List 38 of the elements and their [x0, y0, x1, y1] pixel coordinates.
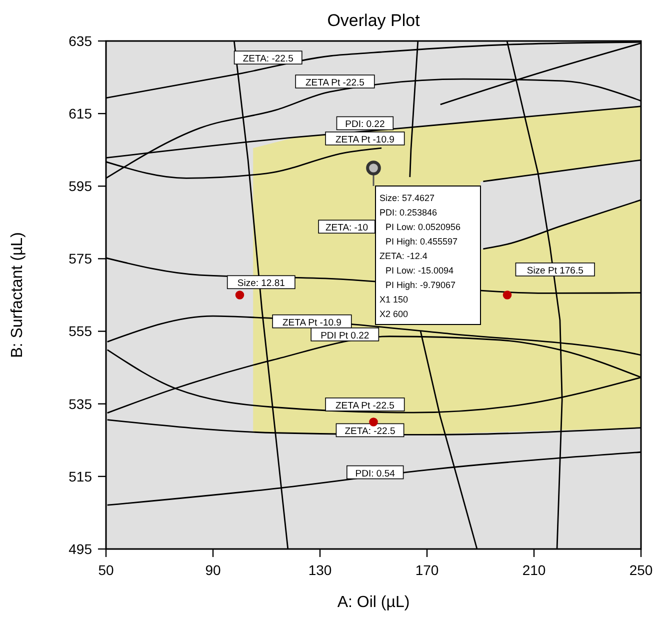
x-tick-label: 210 [522, 562, 546, 578]
annotation: PI High: -9.79067 [386, 280, 456, 290]
annotation: ZETA Pt -10.9 [282, 317, 342, 328]
annotation: ZETA Pt -10.9 [335, 134, 394, 146]
annotation: PI Low: 0.0520956 [386, 222, 461, 232]
x-tick-label: 170 [415, 562, 439, 578]
annotation: ZETA: -22.5 [242, 54, 294, 65]
y-tick-label: 595 [68, 178, 92, 194]
y-tick-label: 555 [68, 323, 92, 340]
x-tick-label: 250 [629, 562, 653, 578]
annotation: ZETA: -10 [325, 222, 368, 234]
annotation: ZETA Pt -22.5 [305, 78, 364, 89]
x-tick-label: 50 [98, 562, 114, 578]
annotation: PDI Pt 0.22 [320, 330, 370, 342]
x-axis-title: A: Oil (µL) [337, 594, 410, 611]
y-tick-label: 575 [68, 250, 92, 267]
annotation: Size Pt 176.5 [526, 265, 584, 276]
y-tick-label: 635 [68, 32, 92, 49]
annotation: Size: 12.81 [237, 278, 285, 290]
annotation: X2 600 [380, 309, 408, 319]
annotation: PDI: 0.22 [345, 119, 385, 130]
annotation: PDI: 0.253846 [380, 208, 438, 218]
y-tick-label: 515 [68, 468, 92, 484]
annotation: ZETA: -12.4 [380, 251, 428, 261]
annotation: ZETA: -22.5 [344, 426, 396, 438]
y-tick-label: 615 [68, 105, 92, 122]
y-tick-label: 535 [68, 396, 92, 412]
y-axis-title: B: Surfactant (µL) [9, 232, 26, 358]
annotation: PI High: 0.455597 [386, 236, 458, 246]
chart-title: Overlay Plot [327, 11, 420, 30]
x-tick-label: 90 [205, 562, 221, 578]
annotation: PDI: 0.54 [355, 468, 395, 480]
annotation: PI Low: -15.0094 [386, 266, 454, 276]
annotation: ZETA Pt -22.5 [335, 400, 394, 412]
annotation: X1 150 [380, 294, 408, 304]
y-tick-label: 495 [68, 540, 92, 557]
annotation: Size: 57.4627 [380, 193, 435, 203]
x-tick-label: 130 [308, 562, 332, 578]
